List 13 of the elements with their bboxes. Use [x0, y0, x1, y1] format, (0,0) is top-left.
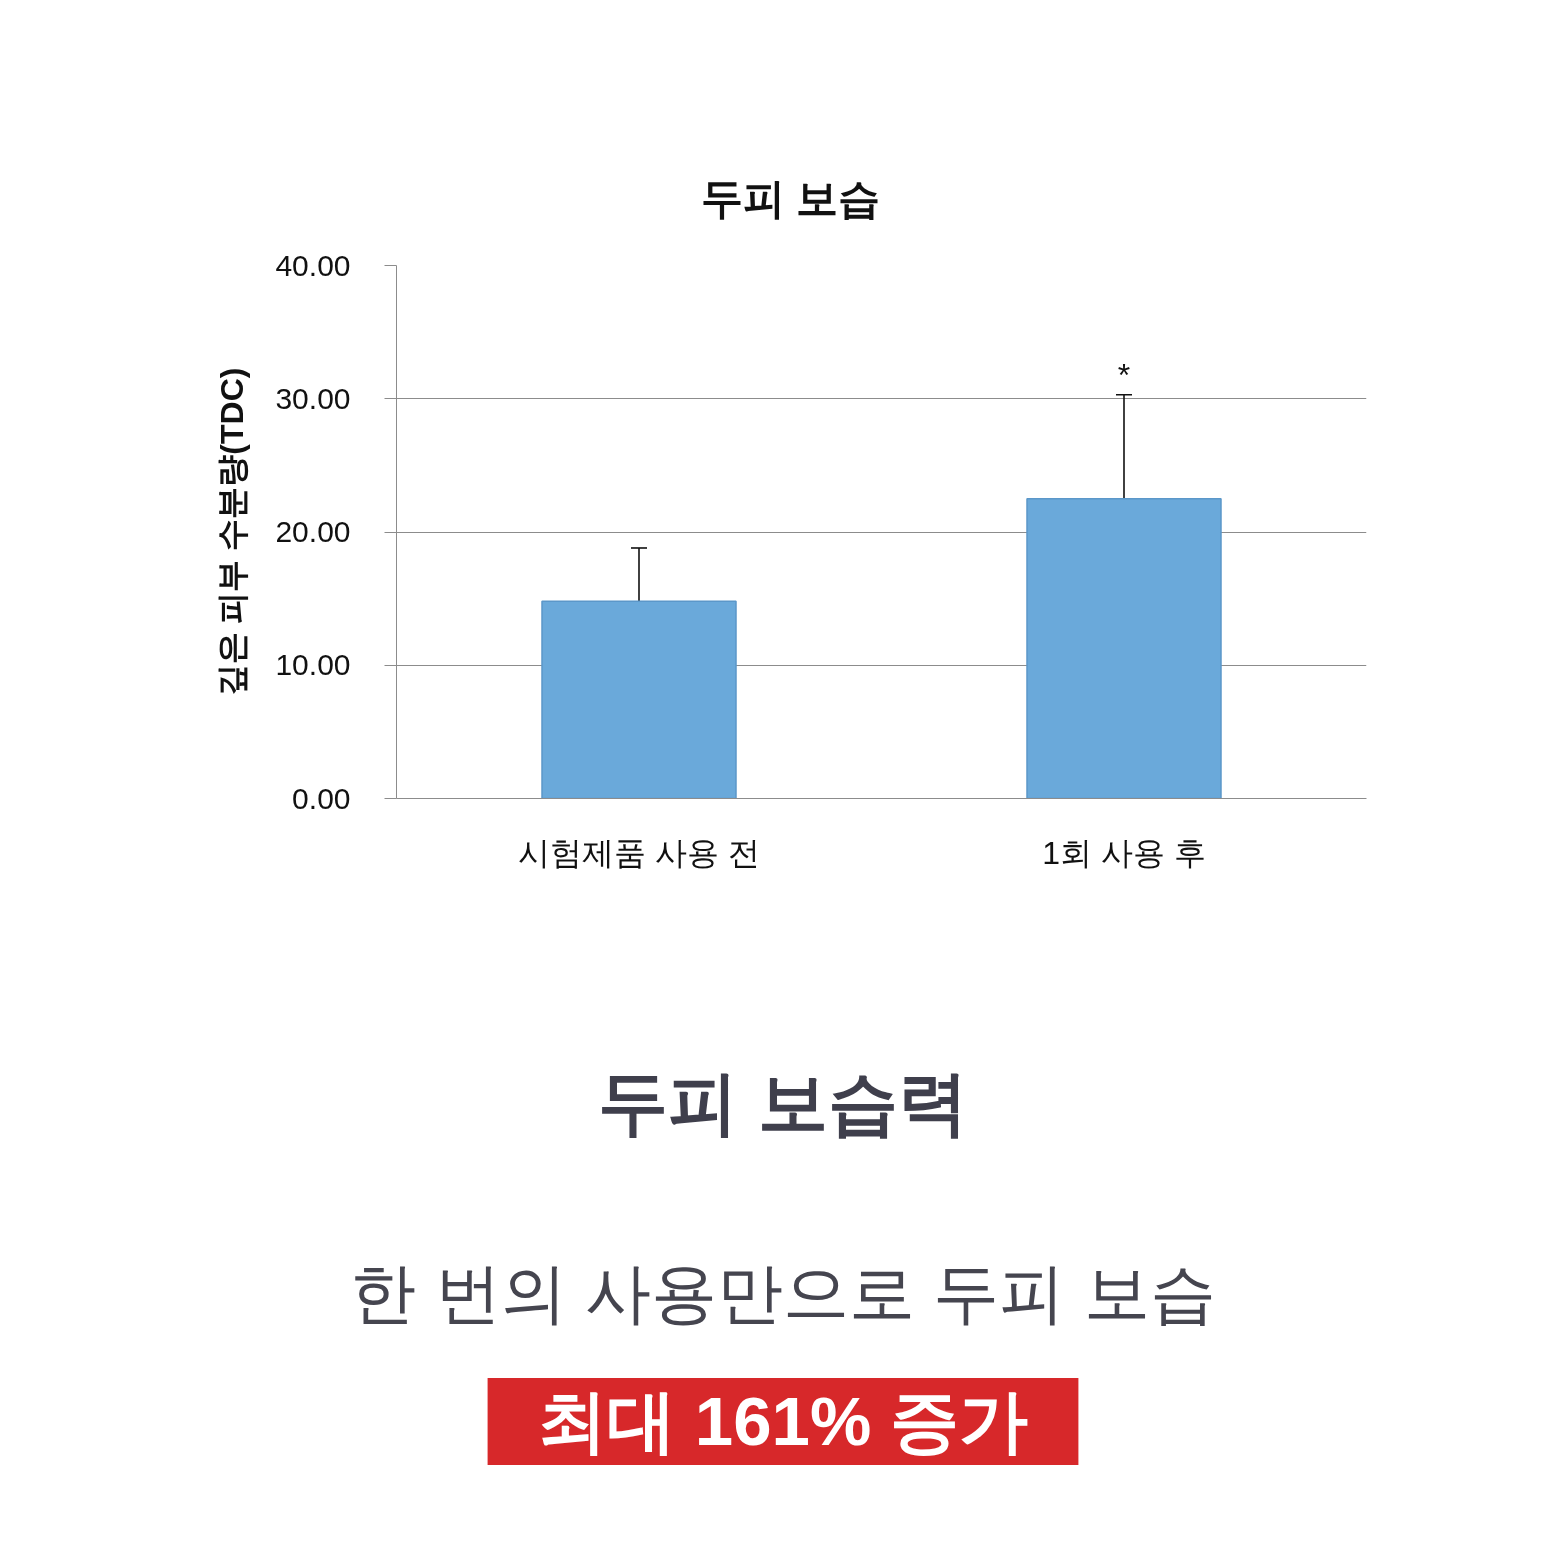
y-tick-label: 20.00: [275, 515, 351, 548]
y-tick-label: 10.00: [275, 648, 351, 682]
text: 한 번의 사용만으로 두피 보습: [350, 1255, 1216, 1330]
annotation: *: [1117, 356, 1131, 393]
y-tick-label: 0.00: [292, 781, 351, 815]
x-tick-label: 시험제품 사용 전: [518, 834, 760, 871]
y-tick-label: 40.00: [275, 248, 351, 282]
y-tick-label: 30.00: [275, 381, 351, 415]
chart-title: 두피 보습: [700, 174, 881, 222]
x-tick-label: 1회 사용 후: [1042, 834, 1206, 871]
y-axis-title: 깊은 피부 수분량(TDC): [214, 367, 251, 697]
text: 두피 보습력: [598, 1063, 968, 1142]
text: 최대 161% 증가: [537, 1383, 1029, 1460]
